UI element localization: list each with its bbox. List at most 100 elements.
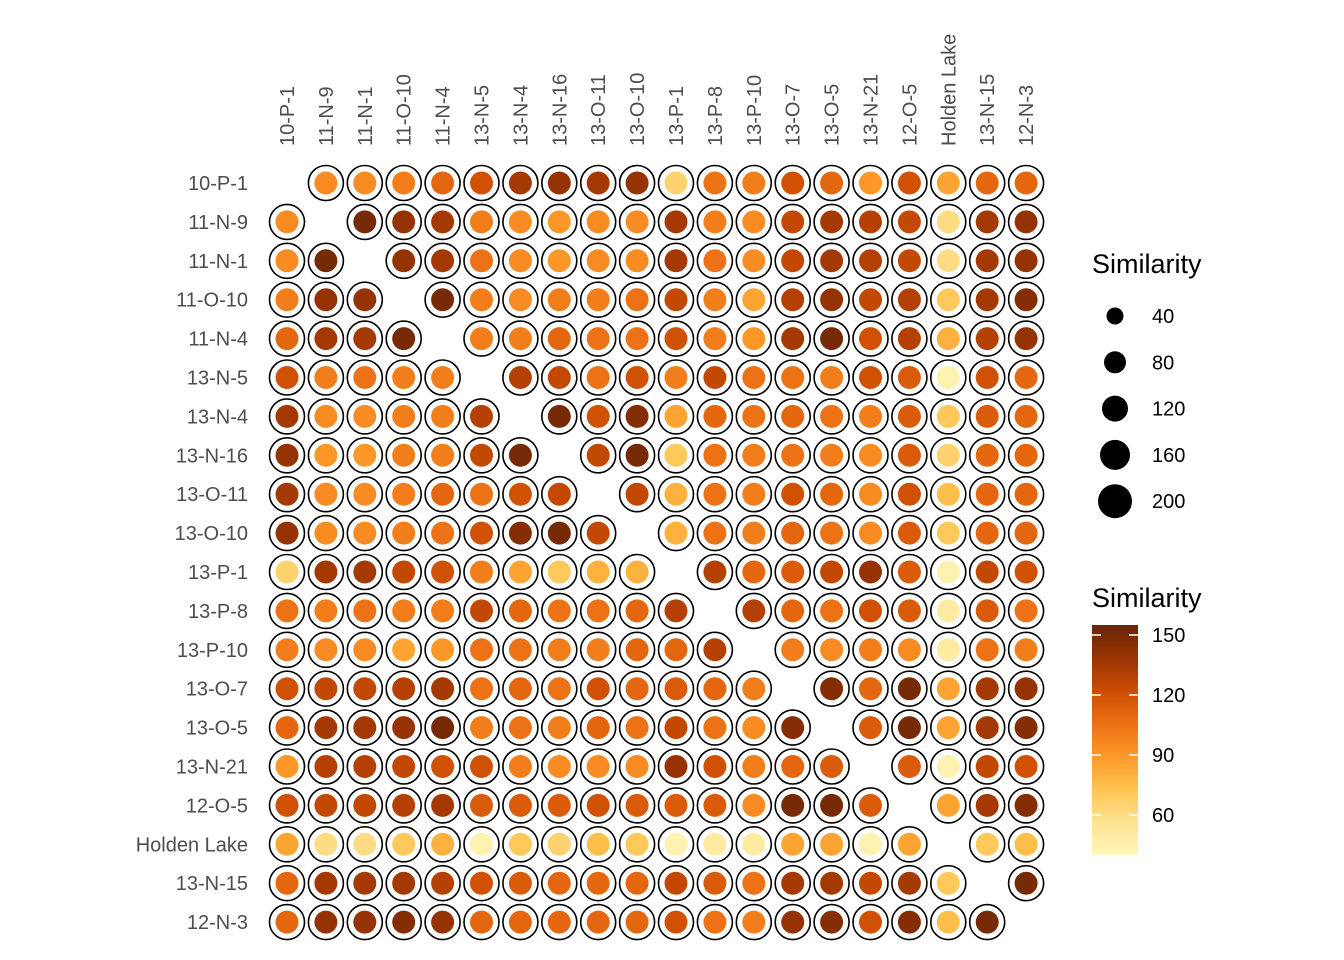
cell-fill (470, 443, 493, 467)
cell-fill (470, 716, 493, 740)
cell-fill (781, 171, 805, 195)
cell-fill (625, 871, 649, 895)
cell-fill (470, 910, 493, 934)
heatmap-cell (618, 670, 656, 708)
cell-fill (431, 171, 455, 195)
cell-fill (664, 871, 688, 895)
heatmap-cell (463, 475, 500, 513)
heatmap-cell (735, 709, 773, 746)
cell-fill (936, 404, 960, 428)
heatmap-cell (540, 631, 578, 669)
cell-fill (392, 404, 416, 428)
cell-fill (314, 366, 338, 389)
heatmap-cell (1007, 825, 1045, 863)
heatmap-cell (774, 242, 812, 280)
heatmap-cell (307, 825, 345, 863)
cell-fill (508, 599, 532, 623)
heatmap-cell (1007, 748, 1045, 785)
heatmap-cell (657, 359, 695, 396)
cell-fill (703, 871, 727, 895)
cell-fill (1014, 871, 1038, 895)
row-label: 13-O-5 (186, 718, 248, 740)
cell-fill (586, 560, 610, 584)
cell-fill (975, 482, 999, 506)
heatmap-cell (502, 825, 539, 863)
cell-fill (1014, 366, 1038, 389)
cell-fill (625, 327, 649, 351)
heatmap-cell (968, 398, 1006, 435)
heatmap-cell (696, 864, 734, 902)
cell-fill (470, 793, 493, 817)
heatmap-cell (657, 670, 695, 708)
cell-fill (586, 871, 610, 895)
cell-fill (936, 443, 960, 467)
heatmap-cell (968, 748, 1006, 785)
cell-fill (625, 404, 649, 428)
cell-fill (936, 560, 960, 584)
heatmap-cell (618, 709, 656, 746)
cell-fill (392, 755, 416, 778)
heatmap-cell (463, 514, 500, 552)
heatmap-cell (424, 436, 461, 474)
heatmap-cell (502, 592, 539, 630)
heatmap-cell (774, 825, 812, 863)
row-label: 10-P-1 (188, 173, 248, 195)
heatmap-cell (657, 709, 695, 746)
cell-fill (547, 832, 571, 856)
cell-fill (703, 755, 727, 778)
heatmap-cell (696, 398, 734, 435)
cell-fill (820, 327, 844, 351)
heatmap-cell (579, 592, 617, 630)
heatmap-cell (735, 787, 773, 824)
cell-fill (586, 677, 610, 701)
heatmap-cell (929, 281, 967, 319)
heatmap-cell (929, 203, 967, 241)
cell-fill (897, 327, 921, 351)
cell-fill (664, 366, 688, 389)
size-legend-item: 120 (1102, 395, 1185, 422)
heatmap-cell (346, 281, 384, 319)
cell-fill (859, 171, 882, 195)
heatmap-cell (307, 787, 345, 824)
heatmap-cell (852, 631, 889, 669)
heatmap-cell (735, 436, 773, 474)
cell-fill (781, 755, 805, 778)
cell-fill (625, 755, 649, 778)
cell-fill (820, 793, 844, 817)
heatmap-cell (579, 242, 617, 280)
heatmap-cell (346, 436, 384, 474)
heatmap-cell (502, 475, 539, 513)
cell-fill (508, 366, 532, 389)
heatmap-cell (618, 903, 656, 941)
row-label: 13-N-4 (187, 406, 248, 428)
column-label: 13-N-5 (472, 85, 494, 146)
cell-fill (781, 871, 805, 895)
cell-fill (936, 871, 960, 895)
cell-fill (742, 210, 766, 234)
cell-fill (431, 832, 455, 856)
cell-fill (353, 716, 377, 740)
cell-fill (1014, 443, 1038, 467)
cell-fill (859, 366, 882, 389)
cell-fill (314, 249, 338, 273)
heatmap-cell (579, 748, 617, 785)
cell-fill (820, 288, 844, 312)
cell-fill (703, 832, 727, 856)
heatmap-cell (929, 398, 967, 435)
heatmap-cell (268, 320, 306, 357)
size-legend-item: 40 (1106, 306, 1174, 328)
cell-fill (275, 404, 299, 428)
heatmap-cell (891, 748, 928, 785)
cell-fill (392, 599, 416, 623)
row-label: 13-O-10 (175, 523, 248, 545)
heatmap-cell (813, 242, 850, 280)
heatmap-cell (268, 553, 306, 591)
heatmap-cell (346, 903, 384, 941)
heatmap-cell (813, 203, 850, 241)
size-legend-dot (1106, 307, 1124, 325)
cell-fill (314, 832, 338, 856)
heatmap-cell (657, 436, 695, 474)
heatmap-cell (307, 709, 345, 746)
cell-fill (897, 443, 921, 467)
row-tick-labels: 10-P-1 11-N-9 11-N-1 11-O-10 11-N-4 13-N-5 13-… (136, 173, 248, 934)
